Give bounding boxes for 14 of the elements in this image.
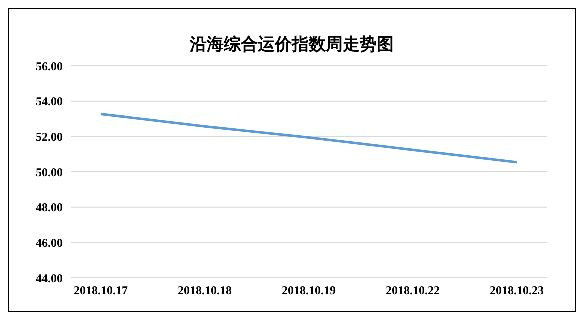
x-tick-label: 2018.10.19: [282, 284, 336, 298]
y-tick-label: 46.00: [36, 236, 63, 250]
y-tick-label: 54.00: [36, 94, 63, 109]
chart-title: 沿海综合运价指数周走势图: [189, 34, 395, 56]
x-tick-label: 2018.10.23: [490, 284, 544, 298]
x-tick-label: 2018.10.18: [178, 284, 232, 298]
y-tick-label: 44.00: [36, 271, 63, 286]
y-tick-label: 48.00: [36, 200, 63, 215]
x-tick-label: 2018.10.22: [386, 284, 440, 298]
y-tick-label: 50.00: [36, 165, 63, 180]
y-tick-label: 52.00: [36, 130, 63, 144]
y-tick-label: 56.00: [36, 59, 63, 74]
line-series: [100, 112, 518, 164]
x-tick-label: 2018.10.17: [74, 284, 128, 298]
